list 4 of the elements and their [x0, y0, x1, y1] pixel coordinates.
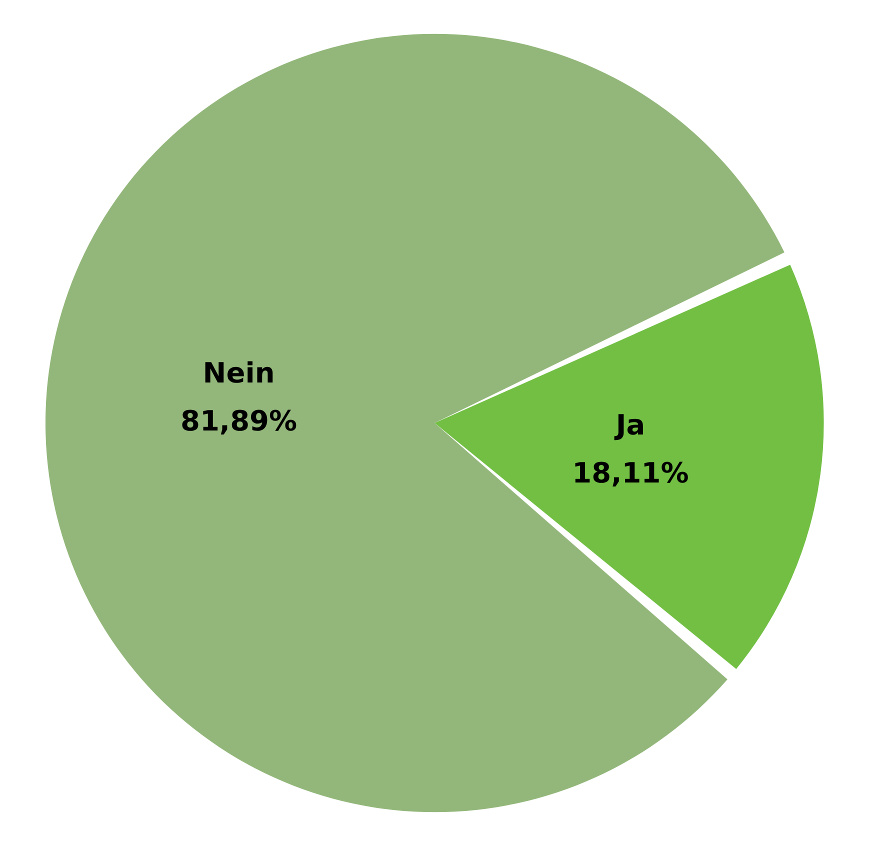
data-label: 18,11% [572, 456, 689, 490]
slice-label: Ja [614, 408, 646, 442]
slice-label: Nein [202, 356, 275, 390]
data-label: 81,89% [180, 404, 298, 438]
